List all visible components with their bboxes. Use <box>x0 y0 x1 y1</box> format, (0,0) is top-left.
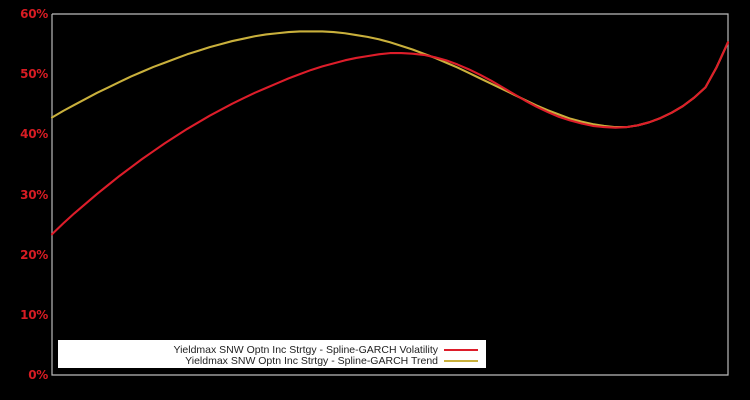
y-tick-label: 40% <box>20 127 48 141</box>
legend-color-swatch <box>444 349 478 351</box>
legend-entry-trend: Yieldmax SNW Optn Inc Strtgy - Spline-GA… <box>58 354 486 368</box>
y-tick-label: 30% <box>20 188 48 202</box>
legend-label: Yieldmax SNW Optn Inc Strtgy - Spline-GA… <box>173 343 438 356</box>
y-axis-tick-labels: 60% 50% 40% 30% 20% 10% 0% <box>0 0 48 400</box>
y-tick-label: 20% <box>20 248 48 262</box>
legend-entry-volatility: Yieldmax SNW Optn Inc Strtgy - Spline-GA… <box>58 343 486 357</box>
series-line-volatility <box>50 41 730 236</box>
y-tick-label: 50% <box>20 67 48 81</box>
y-tick-label: 60% <box>20 7 48 21</box>
y-tick-label: 10% <box>20 308 48 322</box>
plot-frame-border <box>51 13 729 376</box>
legend-label: Yieldmax SNW Optn Inc Strtgy - Spline-GA… <box>185 354 438 367</box>
chart-legend: Yieldmax SNW Optn Inc Strtgy - Spline-GA… <box>58 340 486 368</box>
y-tick-label: 0% <box>28 368 48 382</box>
legend-color-swatch <box>444 360 478 362</box>
